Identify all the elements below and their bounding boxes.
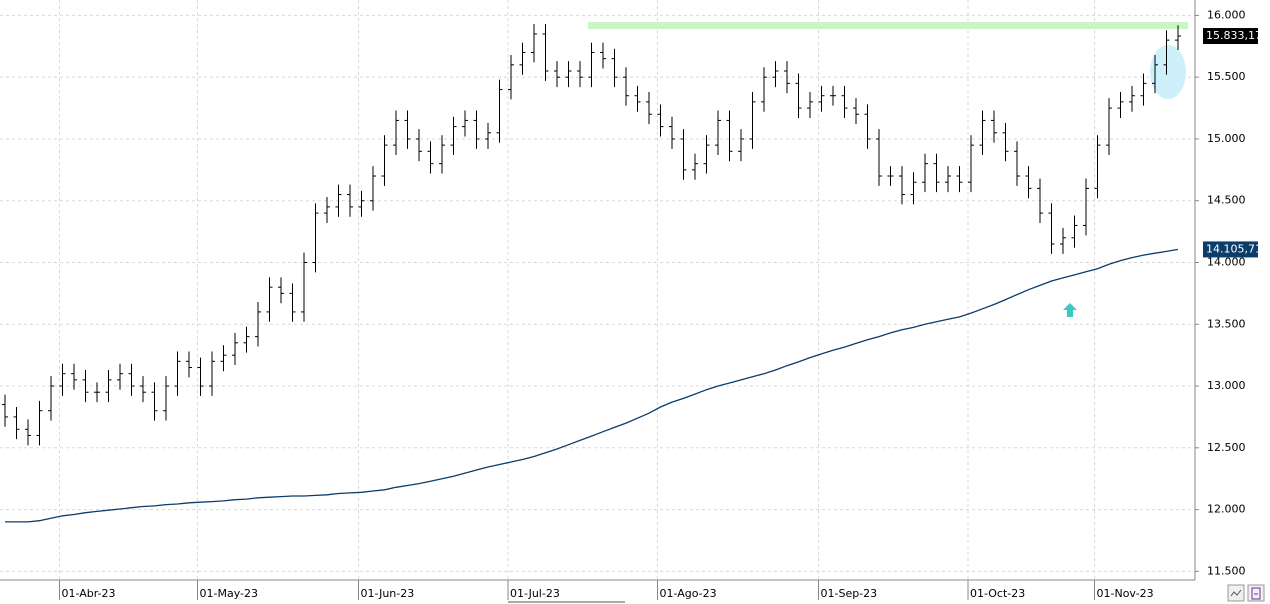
save-icon bbox=[1251, 587, 1261, 600]
chart-icon bbox=[1230, 589, 1242, 597]
marks bbox=[2, 24, 1181, 523]
y-tick-label: 11.500 bbox=[1207, 564, 1246, 577]
y-tick-label: 12.000 bbox=[1207, 503, 1246, 516]
price-tag-box bbox=[1203, 28, 1258, 45]
y-tick-label: 14.500 bbox=[1207, 194, 1246, 207]
y-tick-label: 14.000 bbox=[1207, 255, 1246, 268]
price-tag: 14.105,71 bbox=[1206, 242, 1262, 255]
resistance-band bbox=[588, 22, 1188, 29]
x-tick-label: 01-Sep-23 bbox=[821, 587, 878, 600]
labels: 11.500 12.000 12.500 13.000 13.500 14.000 14.5… bbox=[59, 8, 1262, 600]
x-tick-label: 01-May-23 bbox=[200, 587, 258, 600]
price-tag: 15.833,17 bbox=[1206, 29, 1262, 42]
moving-average bbox=[5, 248, 1179, 523]
x-tick-label: 01-Jul-23 bbox=[510, 587, 560, 600]
toolbar bbox=[1227, 584, 1265, 602]
price-tag-box bbox=[1203, 241, 1258, 258]
x-tick-label: 01-Jun-23 bbox=[361, 587, 415, 600]
y-tick-label: 15.000 bbox=[1207, 132, 1246, 145]
y-tick-label: 12.500 bbox=[1207, 441, 1246, 454]
x-tick-label: 01-Ago-23 bbox=[660, 587, 717, 600]
highlight-ellipse bbox=[1150, 45, 1186, 99]
y-tick-label: 16.000 bbox=[1207, 8, 1246, 21]
y-tick-label: 13.500 bbox=[1207, 317, 1246, 330]
chart-button[interactable] bbox=[1227, 584, 1245, 602]
arrow-marker bbox=[1063, 303, 1077, 317]
grid bbox=[0, 0, 1195, 580]
y-tick-label: 15.500 bbox=[1207, 70, 1246, 83]
x-tick-label: 01-Oct-23 bbox=[970, 587, 1025, 600]
y-tick-label: 13.000 bbox=[1207, 379, 1246, 392]
x-tick-label: 01-Abr-23 bbox=[62, 587, 116, 600]
x-tick-label: 01-Nov-23 bbox=[1097, 587, 1154, 600]
